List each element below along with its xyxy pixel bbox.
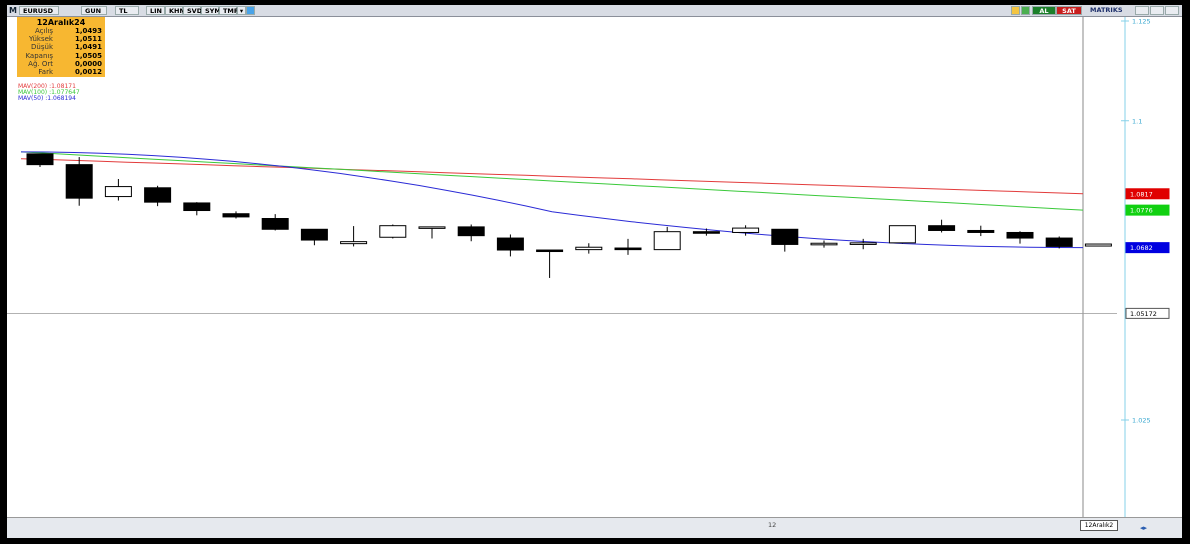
mav50-label: MAV(50) (18, 95, 44, 102)
candle-down (222, 213, 250, 218)
sell-button[interactable]: SAT (1056, 6, 1082, 15)
candle-down (967, 229, 995, 233)
candle-down (144, 187, 172, 203)
info-label-open: Açılış (35, 27, 53, 35)
candle-down (183, 202, 211, 212)
info-label-diff: Fark (38, 67, 53, 76)
price-label-text: 1.0817 (1130, 190, 1153, 198)
mav50-value: :1.068194 (45, 95, 76, 102)
price-label-text: 1.0776 (1130, 207, 1153, 215)
mav100-label: MAV(100) (18, 89, 48, 96)
price-label-box (1125, 204, 1170, 216)
candle-down (771, 228, 799, 245)
time-axis-label: 12 (768, 521, 777, 529)
candle-down (928, 225, 956, 231)
price-label-box (1125, 188, 1170, 200)
mav200-label: MAV(200) (18, 83, 48, 90)
y-tick-label: 1.1 (1132, 117, 1142, 125)
info-value-low: 1,0491 (74, 43, 102, 52)
candle-down (65, 164, 93, 199)
candle-down (692, 231, 720, 234)
template-button[interactable]: TMP (219, 6, 239, 15)
candle-button[interactable]: KHN (165, 6, 185, 15)
alert-icon[interactable] (1011, 6, 1020, 15)
time-axis-bar: 12 12Aralık2 ◂▸ (7, 517, 1182, 538)
candle-down (261, 218, 289, 230)
candle-up (418, 226, 446, 229)
price-label-text: 1.05172 (1130, 310, 1157, 318)
dropdown-icon[interactable]: ▾ (237, 6, 246, 15)
info-label-avg: Ağ. Ort (28, 59, 53, 68)
candle-down (1045, 237, 1073, 247)
close-button[interactable] (1165, 6, 1179, 15)
currency-button[interactable]: TL (115, 6, 139, 15)
maximize-button[interactable] (1150, 6, 1164, 15)
plot-area[interactable]: 1.125 1.1 1.025 1.0817 1.0776 1.0682 1.05172 (7, 17, 1182, 517)
info-value-close: 1,0505 (74, 51, 102, 60)
info-value-avg: 0,0000 (74, 59, 102, 68)
ohlc-info-panel: 12Aralık24 Açılış 1,0493 Yüksek 1,0511 Düş… (17, 17, 105, 77)
y-tick-label: 1.025 (1132, 417, 1151, 425)
y-tick-label: 1.125 (1132, 18, 1151, 26)
ma-line-mav200 (20, 158, 1084, 195)
twitter-icon[interactable] (246, 6, 255, 15)
candle-up (379, 225, 407, 238)
candle-down (457, 226, 485, 237)
app-logo: M (9, 6, 17, 15)
candle-down (1006, 231, 1034, 239)
candle-up (340, 241, 368, 245)
chart-window: M EURUSD GUN TL LIN KHN SVD SYM TMP ▾ AL… (7, 5, 1182, 538)
info-label-low: Düşük (31, 43, 53, 52)
candle-up (849, 242, 877, 245)
price-label-box (1125, 242, 1170, 254)
buy-button[interactable]: AL (1032, 6, 1056, 15)
info-value-high: 1,0511 (74, 35, 102, 44)
line-button[interactable]: LIN (146, 6, 165, 15)
app-name: MATRIKS (1087, 6, 1127, 15)
symbol-button[interactable]: SYM (201, 6, 221, 15)
refresh-icon[interactable] (1021, 6, 1030, 15)
minimize-button[interactable] (1135, 6, 1149, 15)
candle-up (104, 186, 132, 198)
candle-down (300, 228, 328, 241)
price-label-box (1125, 307, 1170, 319)
ma-line-mav100 (20, 151, 1084, 211)
candle-down (26, 153, 54, 166)
mav100-legend: MAV(100) :1.077647 (18, 90, 80, 96)
candle-up (732, 227, 760, 233)
info-date: 12Aralık24 (36, 18, 86, 27)
price-label-text: 1.0682 (1130, 244, 1153, 252)
scroll-nav-icon[interactable]: ◂▸ (1140, 524, 1148, 532)
mav200-value: :1.08171 (49, 83, 76, 90)
period-button[interactable]: GUN (81, 6, 107, 15)
candle-down (614, 247, 642, 251)
candle-down (496, 237, 524, 251)
mav50-legend: MAV(50) :1.068194 (18, 96, 76, 102)
ma-line-mav50 (20, 151, 1084, 249)
candle-up (888, 225, 916, 244)
info-value-diff: 0,0012 (74, 67, 102, 76)
candle-up (1084, 243, 1112, 247)
info-label-close: Kapanış (25, 51, 53, 60)
volume-button[interactable]: SVD (183, 6, 202, 15)
candlestick-chart[interactable]: 1.125 1.1 1.025 1.0817 1.0776 1.0682 1.05172 (7, 17, 1182, 517)
symbol-selector[interactable]: EURUSD (19, 6, 59, 15)
cursor-date-label: 12Aralık2 (1080, 520, 1118, 531)
info-label-high: Yüksek (29, 35, 53, 44)
mav100-value: :1.077647 (49, 89, 80, 96)
mav200-legend: MAV(200) :1.08171 (18, 84, 76, 90)
candle-down (536, 249, 564, 253)
candle-up (575, 246, 603, 251)
toolbar: M EURUSD GUN TL LIN KHN SVD SYM TMP ▾ AL… (7, 5, 1182, 17)
candle-up (810, 242, 838, 246)
info-value-open: 1,0493 (74, 27, 102, 35)
candle-up (653, 231, 681, 251)
